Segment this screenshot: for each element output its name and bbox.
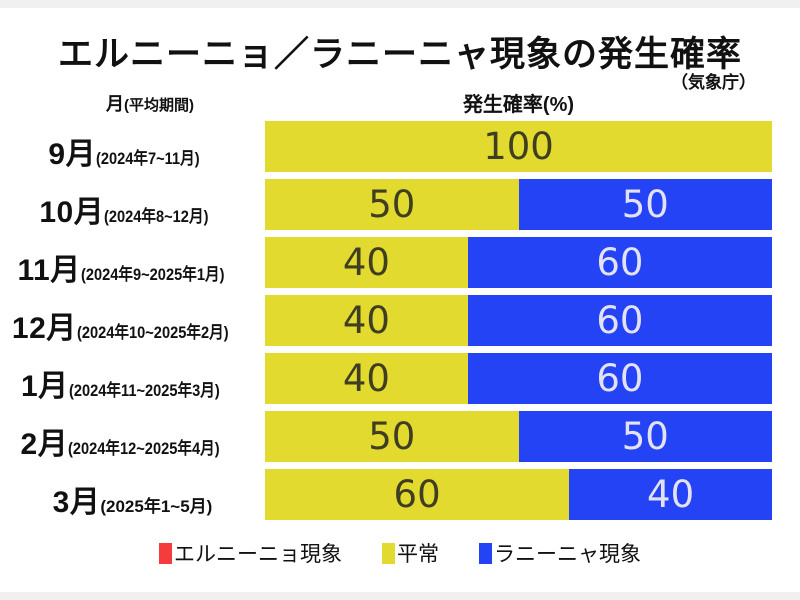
bar-value: 40: [647, 473, 695, 516]
legend-label: 平常: [397, 542, 439, 566]
bar-segment-normal: 60: [265, 469, 570, 520]
month-label: 9月 (2024年7~11月): [0, 121, 265, 172]
bar-value: 40: [342, 299, 390, 342]
legend-swatch-normal: [382, 542, 395, 564]
legend-item-normal: 平常: [382, 538, 439, 568]
bar-value: 60: [596, 299, 644, 342]
month-text: 9月: [48, 138, 97, 171]
month-header-subtext: (平均期間): [124, 97, 194, 114]
bottom-margin-strip: [0, 592, 800, 600]
legend-item-lanina: ラニーニャ現象: [479, 538, 641, 568]
chart-row: 12月 (2024年10~2025年2月) 40 60: [0, 295, 772, 346]
bar-value: 40: [342, 241, 390, 284]
bar-segment-normal: 100: [265, 121, 772, 172]
month-label: 10月 (2024年8~12月): [0, 179, 265, 230]
month-text: 3月: [52, 486, 101, 519]
bar-segment-lanina: 60: [467, 353, 772, 404]
month-label: 3月 (2025年1~5月): [0, 469, 265, 520]
bar-value: 40: [342, 357, 390, 400]
month-label: 12月 (2024年10~2025年2月): [0, 295, 265, 346]
month-header-text: 月: [106, 94, 124, 114]
bar-segment-lanina: 60: [467, 237, 772, 288]
bar-segment-lanina: 50: [518, 411, 772, 462]
top-margin-strip: [0, 0, 800, 8]
month-label: 1月 (2024年11~2025年3月): [0, 353, 265, 404]
period-text: (2024年8~12月): [104, 207, 209, 226]
bar-value: 60: [596, 241, 644, 284]
bar-segment-lanina: 50: [518, 179, 772, 230]
bar-segment-lanina: 40: [569, 469, 772, 520]
period-text: (2025年1~5月): [100, 497, 213, 516]
legend-swatch-elnino: [159, 542, 172, 564]
month-label: 2月 (2024年12~2025年4月): [0, 411, 265, 462]
stacked-bar: 50 50: [265, 411, 772, 462]
month-text: 10月: [39, 196, 105, 229]
stacked-bar: 50 50: [265, 179, 772, 230]
chart-row: 3月 (2025年1~5月) 60 40: [0, 469, 772, 520]
month-label: 11月 (2024年9~2025年1月): [0, 237, 265, 288]
bar-value: 50: [621, 415, 669, 458]
column-header-probability: 発生確率(%): [462, 94, 575, 116]
stacked-bar: 100: [265, 121, 772, 172]
month-text: 11月: [17, 254, 81, 287]
bar-value: 50: [368, 415, 416, 458]
bar-segment-normal: 40: [265, 237, 468, 288]
stacked-bar: 40 60: [265, 353, 772, 404]
bar-value: 50: [621, 183, 669, 226]
chart-row: 10月 (2024年8~12月) 50 50: [0, 179, 772, 230]
legend-item-elnino: エルニーニョ現象: [159, 538, 342, 568]
bar-value: 100: [483, 125, 554, 168]
bar-value: 60: [596, 357, 644, 400]
chart-row: 2月 (2024年12~2025年4月) 50 50: [0, 411, 772, 462]
stacked-bar: 40 60: [265, 237, 772, 288]
period-text: (2024年12~2025年4月): [68, 439, 220, 458]
period-text: (2024年9~2025年1月): [80, 265, 225, 284]
data-source-label: （気象庁）: [671, 73, 756, 92]
month-text: 1月: [21, 370, 69, 403]
bar-value: 50: [368, 183, 416, 226]
column-header-month: 月(平均期間): [40, 90, 260, 116]
legend-label: エルニーニョ現象: [174, 542, 342, 566]
stacked-bar: 40 60: [265, 295, 772, 346]
bar-value: 60: [393, 473, 441, 516]
bar-segment-lanina: 60: [467, 295, 772, 346]
chart-row: 11月 (2024年9~2025年1月) 40 60: [0, 237, 772, 288]
chart-legend: エルニーニョ現象 平常 ラニーニャ現象: [0, 538, 800, 568]
legend-label: ラニーニャ現象: [494, 542, 641, 566]
stacked-bar: 60 40: [265, 469, 772, 520]
bar-segment-normal: 50: [265, 179, 519, 230]
chart-row: 1月 (2024年11~2025年3月) 40 60: [0, 353, 772, 404]
period-text: (2024年7~11月): [96, 149, 200, 168]
bar-segment-normal: 50: [265, 411, 519, 462]
legend-swatch-lanina: [479, 542, 492, 564]
month-text: 2月: [20, 428, 69, 461]
chart-rows: 9月 (2024年7~11月) 100 10月 (2024年8~12月) 50 50 11月(…: [0, 121, 772, 527]
chart-row: 9月 (2024年7~11月) 100: [0, 121, 772, 172]
month-text: 12月: [11, 312, 77, 345]
page-title: エルニーニョ／ラニーニャ現象の発生確率: [57, 35, 742, 74]
period-text: (2024年11~2025年3月): [68, 381, 220, 400]
bar-segment-normal: 40: [265, 295, 468, 346]
period-text: (2024年10~2025年2月): [76, 323, 229, 342]
bar-segment-normal: 40: [265, 353, 468, 404]
